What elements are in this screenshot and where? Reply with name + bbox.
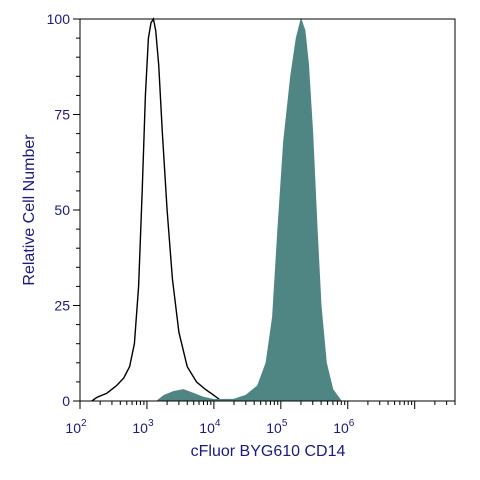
- y-tick-label: 100: [47, 11, 71, 27]
- x-axis-title: cFluor BYG610 CD14: [191, 443, 346, 460]
- y-tick-label: 25: [54, 298, 70, 314]
- control-histogram: [91, 17, 222, 402]
- y-tick-label: 75: [54, 107, 70, 123]
- x-tick-label: 102: [65, 418, 87, 436]
- x-tick-label: 105: [266, 418, 288, 436]
- x-tick-label: 106: [333, 418, 355, 436]
- y-tick-label: 50: [54, 202, 70, 218]
- x-tick-label: 103: [132, 418, 154, 436]
- x-tick-label: 104: [199, 418, 221, 436]
- ticks-layer: 0 25 50 75 100 102 103 104 105 106: [47, 11, 456, 436]
- plot-frame: [79, 18, 456, 402]
- stained-histogram: [155, 17, 343, 402]
- series-layer: [91, 17, 343, 402]
- y-axis-title: Relative Cell Number: [21, 134, 38, 286]
- y-tick-label: 0: [62, 393, 70, 409]
